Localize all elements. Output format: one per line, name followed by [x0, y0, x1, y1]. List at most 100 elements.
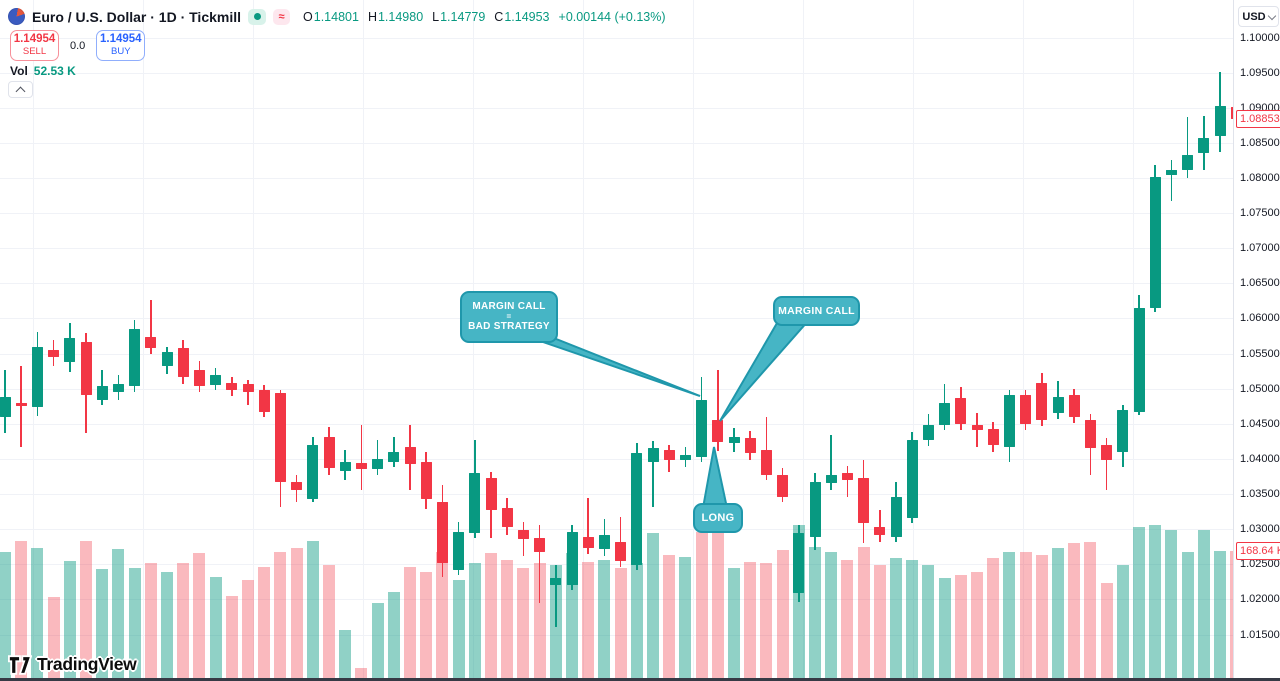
annotation-long[interactable]: LONG: [693, 503, 743, 533]
candle-body: [598, 534, 610, 550]
gridline-vertical: [693, 0, 694, 681]
candle-body: [955, 398, 967, 424]
candle-body: [339, 461, 351, 472]
market-status-icon[interactable]: [248, 8, 267, 25]
gridline-horizontal: [0, 564, 1233, 566]
volume-bar: [1084, 542, 1097, 681]
candle-body: [1214, 106, 1226, 137]
gridline-vertical: [363, 0, 364, 681]
volume-bar: [112, 549, 125, 681]
volume-bar: [825, 552, 838, 681]
volume-bar: [1035, 555, 1048, 681]
collapse-legend-button[interactable]: [8, 81, 33, 98]
volume-bar: [841, 559, 854, 681]
price-tick: 1.07000: [1240, 242, 1280, 255]
volume-bar: [517, 567, 530, 681]
candle-wick: [150, 299, 152, 355]
candle-body: [1117, 410, 1129, 452]
volume-bar: [809, 546, 821, 681]
price-tick: 1.08500: [1240, 136, 1280, 149]
candle-body: [1133, 307, 1145, 412]
volume-bar: [728, 567, 740, 681]
price-tick: 1.03500: [1240, 488, 1280, 501]
candle-body: [825, 474, 837, 484]
sell-button[interactable]: 1.14954 SELL: [10, 30, 59, 61]
price-axis[interactable]: USD 1.10000 1.09500 1.09000 1.08500 1.08000 1…: [1233, 0, 1280, 681]
candle-body: [1182, 154, 1194, 171]
ohlc-open: O 1.14801: [303, 9, 359, 24]
volume-bar: [1149, 525, 1162, 681]
volume-bar: [371, 603, 384, 681]
volume-bar: [274, 552, 287, 681]
volume-bar: [0, 552, 11, 681]
candle-body: [485, 477, 497, 510]
volume-bar: [566, 553, 578, 681]
ohlc-high: H 1.14980: [367, 9, 424, 24]
volume-bar: [1133, 526, 1145, 681]
trade-panel: 1.14954 SELL 0.0 1.14954 BUY: [10, 30, 146, 61]
tradingview-logo[interactable]: TradingView: [8, 654, 137, 675]
candle-body: [177, 347, 189, 377]
annotation-margin-call-bad-strategy[interactable]: MARGIN CALL = BAD STRATEGY: [460, 291, 558, 343]
candle-body: [355, 462, 367, 470]
candle-body: [534, 538, 546, 553]
candle-body: [1036, 382, 1048, 421]
annotation-margin-call[interactable]: MARGIN CALL: [773, 296, 860, 326]
candle-body: [420, 462, 432, 500]
volume-bar: [776, 549, 789, 681]
volume-bar: [873, 565, 886, 681]
window-bottom-edge: [0, 678, 1280, 681]
price-tick: 1.08000: [1240, 171, 1280, 184]
currency-dropdown[interactable]: USD: [1238, 6, 1279, 27]
candle-body: [647, 448, 659, 463]
candle-body: [922, 424, 934, 440]
callout-pointer-tails: [507, 316, 811, 509]
buy-button[interactable]: 1.14954 BUY: [96, 30, 146, 61]
gridline-horizontal: [0, 634, 1233, 636]
volume-bar: [80, 540, 92, 681]
candle-wick: [976, 413, 978, 448]
volume-bar: [1100, 583, 1113, 681]
candle-wick: [538, 525, 541, 604]
volume-bar: [744, 562, 757, 681]
candle-wick: [830, 434, 832, 491]
volume-bar: [501, 559, 514, 681]
last-price-badge: 1.08853: [1236, 109, 1280, 128]
volume-bar: [1052, 547, 1064, 681]
price-tick: 1.03000: [1240, 523, 1280, 536]
volume-bar: [323, 565, 335, 681]
volume-bar: [436, 552, 449, 681]
price-tick: 1.06000: [1240, 312, 1280, 325]
delayed-data-icon[interactable]: ≈: [273, 8, 291, 25]
candle-body: [145, 336, 157, 348]
candle-body: [436, 502, 448, 563]
volume-bar: [695, 532, 708, 681]
chevron-down-icon: [1267, 11, 1276, 20]
candle-body: [939, 403, 951, 425]
candle-body: [48, 349, 60, 357]
price-tick: 1.10000: [1240, 31, 1280, 44]
eurusd-pair-icon: [8, 8, 25, 25]
candle-body: [744, 437, 756, 454]
candle-body: [96, 386, 108, 400]
candle-wick: [717, 369, 719, 451]
volume-bar: [922, 565, 935, 681]
chart-pane[interactable]: MARGIN CALL = BAD STRATEGY MARGIN CALL L…: [0, 0, 1233, 681]
candle-body: [1020, 394, 1032, 424]
gridline-vertical: [803, 0, 804, 681]
candle-body: [1003, 394, 1015, 447]
market-status-dot-icon: [253, 13, 261, 20]
gridline-vertical: [253, 0, 254, 681]
volume-bar: [679, 556, 692, 681]
gridline-horizontal: [0, 142, 1233, 144]
candle-body: [15, 403, 27, 407]
gridline-horizontal: [0, 458, 1233, 460]
candle-body: [64, 337, 76, 362]
price-tick: 1.05000: [1240, 382, 1280, 395]
gridline-horizontal: [0, 177, 1233, 179]
volume-bar: [582, 562, 595, 681]
candle-wick: [20, 365, 22, 447]
candle-body: [663, 450, 675, 461]
symbol-title[interactable]: Euro / U.S. Dollar · 1D · Tickmill: [32, 8, 242, 25]
candle-body: [323, 436, 335, 468]
